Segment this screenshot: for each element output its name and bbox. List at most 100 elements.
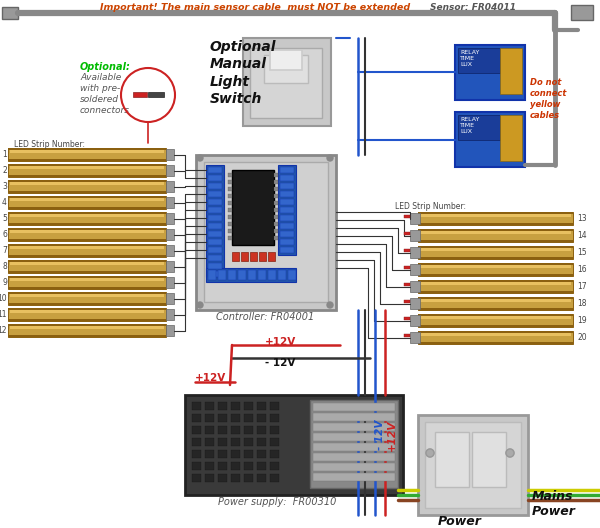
- Bar: [257, 438, 266, 446]
- Bar: [420, 299, 571, 302]
- Bar: [274, 194, 278, 198]
- Bar: [166, 197, 174, 208]
- Bar: [420, 316, 571, 319]
- Bar: [208, 175, 222, 181]
- Bar: [228, 187, 232, 191]
- Bar: [8, 239, 166, 241]
- Bar: [404, 317, 410, 320]
- Text: Optional:: Optional:: [80, 62, 131, 72]
- Text: +12V: +12V: [387, 420, 397, 451]
- Text: 1: 1: [2, 150, 7, 159]
- Text: 2: 2: [2, 166, 7, 175]
- Bar: [472, 432, 506, 487]
- Bar: [8, 292, 166, 305]
- Bar: [228, 270, 236, 280]
- Bar: [10, 262, 164, 265]
- Text: 12: 12: [0, 326, 7, 335]
- Bar: [404, 283, 410, 286]
- Bar: [270, 450, 279, 458]
- Bar: [418, 314, 573, 316]
- Bar: [8, 223, 166, 225]
- Bar: [418, 229, 573, 231]
- Bar: [257, 450, 266, 458]
- Bar: [418, 415, 528, 515]
- Bar: [418, 297, 573, 310]
- Bar: [208, 231, 222, 237]
- Bar: [208, 270, 216, 280]
- Bar: [8, 159, 166, 161]
- Bar: [192, 414, 201, 422]
- Bar: [8, 292, 166, 294]
- Bar: [8, 207, 166, 209]
- Bar: [166, 325, 174, 336]
- Bar: [10, 150, 164, 153]
- Bar: [248, 270, 256, 280]
- Bar: [208, 215, 222, 221]
- Bar: [418, 325, 573, 327]
- Bar: [8, 260, 166, 262]
- Bar: [420, 333, 571, 336]
- Bar: [232, 170, 274, 245]
- Bar: [8, 276, 166, 278]
- Text: 20: 20: [577, 333, 587, 342]
- Bar: [166, 309, 174, 320]
- Bar: [274, 201, 278, 205]
- Bar: [8, 191, 166, 193]
- Bar: [244, 462, 253, 470]
- Bar: [274, 187, 278, 191]
- Bar: [10, 278, 164, 281]
- Bar: [10, 230, 164, 233]
- Bar: [208, 191, 222, 197]
- Bar: [418, 246, 573, 259]
- Bar: [280, 239, 294, 245]
- Text: Power supply:  FR00310: Power supply: FR00310: [218, 497, 337, 507]
- Bar: [420, 214, 571, 217]
- Bar: [270, 438, 279, 446]
- Bar: [8, 212, 166, 225]
- Text: RELAY
TIME
LUX: RELAY TIME LUX: [460, 50, 479, 67]
- Text: Do not
connect
yellow
cables: Do not connect yellow cables: [530, 78, 568, 120]
- Text: +12V: +12V: [265, 337, 296, 347]
- Bar: [280, 247, 294, 253]
- Bar: [218, 450, 227, 458]
- Bar: [313, 463, 395, 471]
- Bar: [250, 48, 322, 118]
- Bar: [404, 249, 410, 252]
- Bar: [208, 263, 222, 269]
- Bar: [418, 342, 573, 344]
- Bar: [8, 196, 166, 209]
- Bar: [418, 246, 573, 248]
- Bar: [8, 287, 166, 289]
- Bar: [8, 271, 166, 273]
- Bar: [458, 48, 500, 73]
- Bar: [258, 270, 266, 280]
- Text: RELAY
TIME
LUX: RELAY TIME LUX: [460, 117, 479, 134]
- Text: 18: 18: [577, 299, 587, 308]
- Bar: [313, 453, 395, 461]
- Bar: [250, 252, 257, 261]
- Bar: [410, 230, 420, 241]
- Bar: [231, 462, 240, 470]
- Bar: [274, 173, 278, 177]
- Bar: [280, 207, 294, 213]
- Bar: [231, 402, 240, 410]
- Text: 11: 11: [0, 310, 7, 319]
- Circle shape: [506, 449, 514, 457]
- Bar: [241, 252, 248, 261]
- Bar: [204, 162, 328, 302]
- Text: - 12V: - 12V: [375, 420, 385, 450]
- Bar: [205, 426, 214, 434]
- Bar: [8, 175, 166, 177]
- Bar: [270, 474, 279, 482]
- Text: 5: 5: [2, 214, 7, 223]
- Bar: [205, 414, 214, 422]
- Bar: [8, 308, 166, 310]
- Bar: [231, 438, 240, 446]
- Bar: [257, 414, 266, 422]
- Bar: [228, 222, 232, 226]
- Bar: [257, 426, 266, 434]
- Bar: [270, 402, 279, 410]
- Bar: [410, 298, 420, 309]
- Circle shape: [327, 155, 333, 161]
- Bar: [8, 180, 166, 193]
